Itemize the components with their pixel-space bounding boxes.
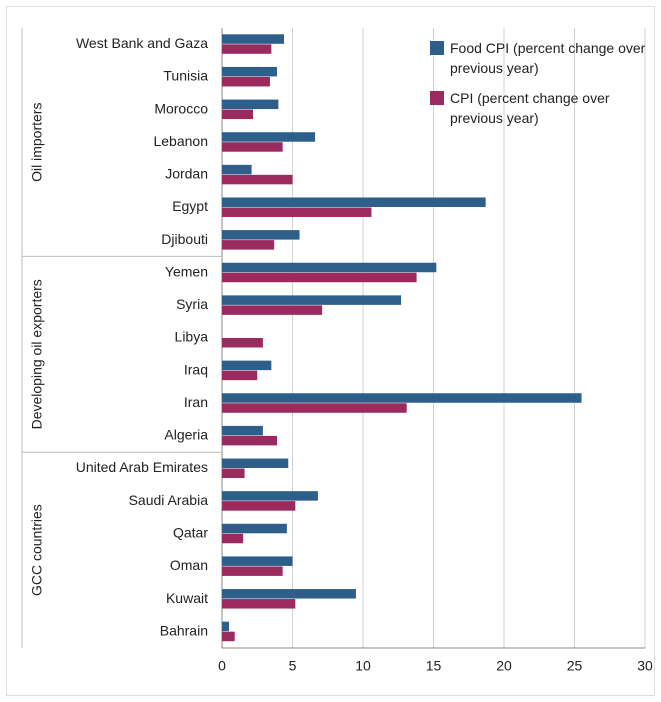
legend-swatch [430, 91, 444, 105]
bar [222, 99, 279, 110]
bar [222, 589, 356, 599]
x-tick-label: 10 [355, 658, 371, 674]
bar [222, 305, 323, 315]
bar [222, 435, 277, 446]
bar [222, 631, 235, 642]
bar [222, 132, 316, 142]
bar [222, 621, 230, 632]
x-tick-label: 5 [289, 658, 297, 674]
bar [222, 523, 287, 534]
bar [222, 501, 296, 511]
x-tick-label: 20 [496, 658, 512, 674]
group-label: Developing oil exporters [29, 279, 45, 429]
bar [222, 164, 252, 175]
bar [222, 109, 254, 120]
x-tick-label: 0 [218, 658, 226, 674]
y-tick-label: Algeria [164, 427, 208, 443]
y-tick-label: Morocco [154, 100, 208, 116]
y-tick-label: Egypt [172, 198, 208, 214]
y-tick-label: West Bank and Gaza [76, 35, 208, 51]
y-tick-label: Djibouti [161, 231, 208, 247]
bar [222, 230, 300, 240]
bar [222, 360, 272, 371]
bar [222, 272, 417, 283]
bar [222, 34, 285, 44]
bar [222, 338, 263, 348]
group-label: GCC countries [29, 504, 45, 596]
bar [222, 393, 582, 403]
bar [222, 556, 293, 566]
bar [222, 240, 275, 250]
bar [222, 425, 263, 436]
y-tick-label: Lebanon [153, 133, 208, 149]
bar [222, 491, 318, 501]
y-tick-label: Iraq [184, 361, 208, 377]
bar [222, 44, 272, 54]
bar [222, 458, 289, 469]
y-tick-label: Yemen [165, 263, 208, 279]
bar [222, 533, 244, 544]
bar [222, 370, 258, 381]
y-tick-label: Kuwait [166, 590, 208, 606]
bar [222, 197, 486, 207]
bar [222, 468, 245, 479]
y-tick-label: Libya [175, 329, 209, 345]
y-tick-label: Iran [184, 394, 208, 410]
legend-label: Food CPI (percent change over previous y… [450, 40, 646, 76]
bar [222, 76, 270, 87]
y-tick-label: Tunisia [163, 68, 208, 84]
bar [222, 142, 283, 152]
group-label: Oil importers [29, 103, 45, 182]
x-tick-label: 25 [567, 658, 583, 674]
bar [222, 566, 283, 576]
bar [222, 66, 277, 77]
bar [222, 599, 296, 609]
y-tick-label: Syria [176, 296, 208, 312]
bar [222, 207, 372, 217]
bar [222, 295, 402, 305]
x-tick-label: 15 [426, 658, 442, 674]
y-tick-label: Jordan [165, 166, 208, 182]
legend-label: CPI (percent change over previous year) [450, 90, 610, 126]
legend-swatch [430, 41, 444, 55]
bar [222, 403, 407, 413]
y-tick-label: Bahrain [160, 622, 208, 638]
y-tick-label: Oman [170, 557, 208, 573]
bar [222, 174, 293, 185]
y-tick-label: Qatar [173, 524, 208, 540]
y-tick-label: United Arab Emirates [76, 459, 208, 475]
x-tick-label: 30 [637, 658, 653, 674]
bar [222, 262, 437, 273]
y-tick-label: Saudi Arabia [129, 492, 209, 508]
frame [6, 6, 655, 696]
